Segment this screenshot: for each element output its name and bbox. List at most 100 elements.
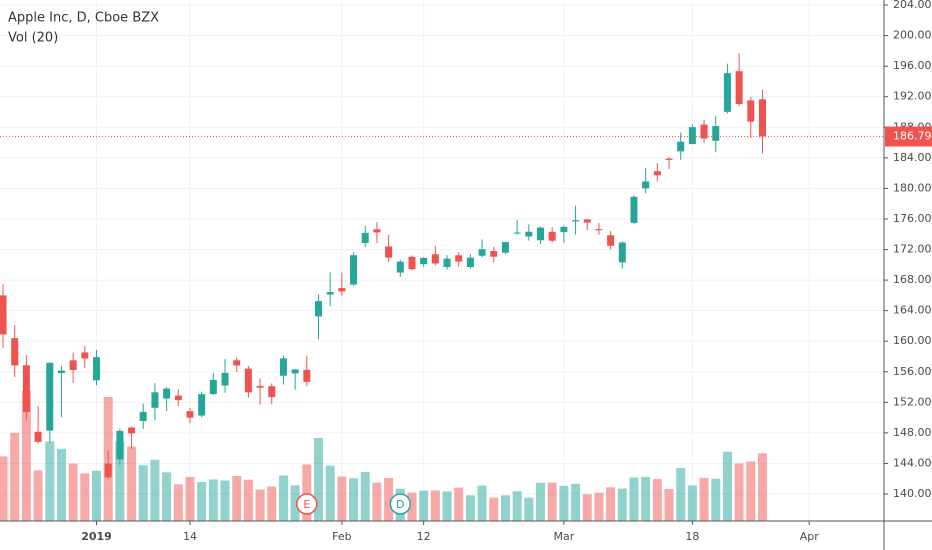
- candle-body: [373, 229, 381, 233]
- candle-body: [291, 369, 299, 374]
- volume-bar: [150, 459, 160, 521]
- volume-bar: [407, 492, 417, 521]
- volume-bar: [617, 488, 627, 521]
- volume-bar: [173, 484, 183, 521]
- volume-bar: [734, 463, 744, 521]
- volume-bar: [92, 470, 102, 521]
- candle-body: [466, 257, 474, 268]
- y-tick-label: 152.00: [893, 395, 932, 408]
- candle-body: [677, 141, 685, 152]
- y-tick-label: 164.00: [893, 304, 932, 317]
- volume-bar: [162, 472, 172, 521]
- volume-bar: [349, 478, 359, 521]
- candle-body: [607, 235, 615, 246]
- volume-bar: [220, 480, 230, 521]
- volume-bar: [419, 490, 429, 521]
- event-label: E: [303, 498, 310, 511]
- candle-body: [174, 395, 182, 401]
- candle-body: [244, 368, 252, 393]
- volume-bar: [115, 441, 125, 521]
- axes: 140.00 144.00 148.00 152.00 156.00 160.00 164.…: [81, 0, 932, 543]
- candle-body: [572, 220, 580, 222]
- candle-body: [548, 231, 556, 241]
- y-tick-label: 180.00: [893, 181, 932, 194]
- y-tick-label: 168.00: [893, 273, 932, 286]
- volume-bar: [559, 485, 569, 521]
- candle-body: [583, 219, 591, 223]
- candle-body: [723, 73, 731, 112]
- candle-body: [315, 301, 323, 317]
- candle-body: [338, 288, 346, 292]
- candle-body: [22, 365, 30, 413]
- volume-bar: [33, 470, 43, 521]
- candle-body: [443, 258, 451, 268]
- candle-body: [198, 394, 206, 416]
- volume-bar: [290, 485, 300, 521]
- candle-body: [735, 71, 743, 104]
- volume-bar: [80, 473, 90, 521]
- y-tick-label: 184.00: [893, 151, 932, 164]
- y-tick-label: 200.00: [893, 29, 932, 42]
- candle-body: [642, 181, 650, 189]
- volume-bar: [757, 453, 767, 521]
- volume-bar: [454, 487, 464, 521]
- volume-bar: [68, 463, 78, 521]
- volume-bar: [337, 476, 347, 521]
- candle-body: [0, 295, 7, 335]
- x-tick-label: Apr: [800, 530, 820, 543]
- volume-bar: [21, 391, 31, 521]
- candle-body: [209, 379, 217, 395]
- event-label: D: [396, 498, 404, 511]
- chart-subtitle: Vol (20): [8, 31, 58, 46]
- y-tick-label: 148.00: [893, 426, 932, 439]
- candle-body: [712, 126, 720, 141]
- volume-bar: [127, 446, 137, 521]
- candle-body: [688, 127, 696, 145]
- candle-body: [700, 124, 708, 139]
- y-tick-label: 144.00: [893, 456, 932, 469]
- volume-bar: [711, 478, 721, 521]
- candle-body: [560, 226, 568, 233]
- candle-body: [396, 261, 404, 273]
- y-tick-label: 156.00: [893, 365, 932, 378]
- volume-bar: [500, 495, 510, 521]
- candle-body: [128, 427, 136, 434]
- volume-bar: [197, 482, 207, 521]
- x-tick-label: 14: [183, 530, 197, 543]
- candle-body: [420, 258, 428, 265]
- candle-body: [57, 370, 65, 374]
- volume-bar: [594, 492, 604, 521]
- candle-body: [11, 338, 19, 366]
- event-marker: [389, 493, 412, 515]
- candle-body: [221, 372, 229, 386]
- candle-body: [478, 249, 486, 256]
- candle-body: [186, 411, 194, 418]
- candle-body: [268, 386, 276, 397]
- y-tick-label: 204.00: [893, 0, 932, 11]
- volume-bar: [722, 451, 732, 521]
- candle-body: [361, 232, 369, 243]
- volume-bar: [208, 479, 218, 521]
- volume-bar: [10, 432, 20, 521]
- y-tick-label: 196.00: [893, 59, 932, 72]
- candle-body: [665, 158, 673, 160]
- volume-bar: [664, 488, 674, 521]
- candle-body: [326, 292, 334, 295]
- candle-body: [34, 431, 42, 442]
- volume-bar: [45, 441, 55, 521]
- candle-body: [104, 463, 112, 478]
- volume-bar: [582, 494, 592, 521]
- x-tick-label: Mar: [553, 530, 574, 543]
- y-tick-label: 172.00: [893, 243, 932, 256]
- volume-bar: [512, 491, 522, 521]
- last-price-box: [885, 126, 932, 147]
- y-tick-label: 140.00: [893, 487, 932, 500]
- y-tick-label: 176.00: [893, 212, 932, 225]
- y-tick-label: 192.00: [893, 90, 932, 103]
- volume-bar: [629, 477, 639, 521]
- volume-bar: [384, 477, 394, 521]
- volume-bar: [687, 485, 697, 521]
- candle-body: [455, 255, 463, 262]
